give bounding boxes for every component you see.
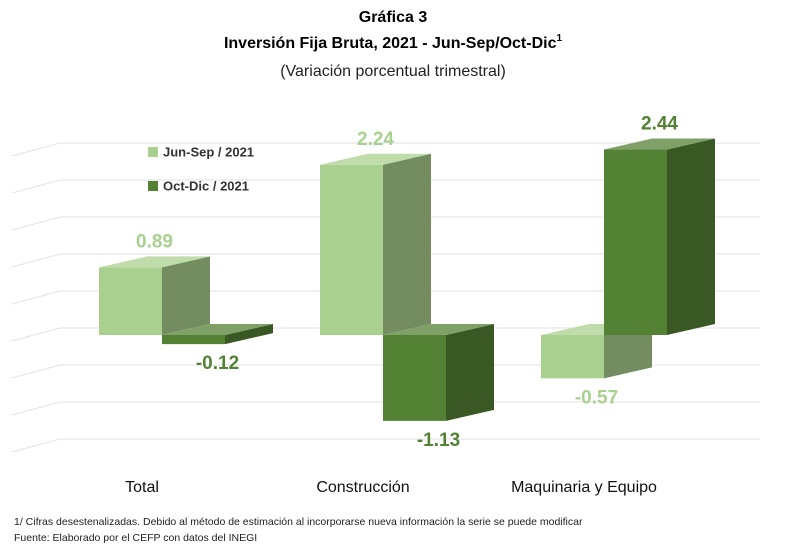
bar-top	[604, 138, 715, 150]
grid-line	[11, 327, 760, 342]
data-label: 0.89	[136, 231, 173, 252]
data-label: -0.12	[196, 353, 239, 374]
grid	[11, 142, 760, 453]
bar-side	[667, 138, 715, 335]
bar-side	[604, 324, 652, 379]
data-label: -1.13	[417, 430, 460, 451]
bar-top	[162, 324, 273, 335]
bar-top	[99, 256, 210, 268]
x-tick-label: Total	[125, 479, 159, 496]
legend-swatch	[148, 147, 158, 157]
footnote: 1/ Cifras desestenalizadas. Debido al mé…	[14, 516, 583, 528]
bar-front	[383, 335, 446, 421]
bar-front	[99, 267, 162, 335]
title-text: Inversión Fija Bruta, 2021 - Jun-Sep/Oct…	[224, 35, 557, 52]
legend-label: Oct-Dic / 2021	[163, 178, 249, 193]
bar-front	[320, 164, 383, 335]
x-tick-label: Construcción	[316, 479, 409, 496]
bar-front	[541, 335, 604, 379]
bar-side	[446, 324, 494, 421]
grid-line	[11, 142, 760, 157]
data-label: 2.44	[641, 114, 678, 135]
bar-top	[383, 324, 494, 335]
bar-side	[225, 324, 273, 345]
grid-line	[11, 253, 760, 268]
grid-line	[11, 438, 760, 453]
grid-line	[11, 216, 760, 231]
grid-line	[11, 179, 760, 194]
title-footnote-mark: 1	[556, 33, 562, 44]
data-label: -0.57	[575, 387, 618, 408]
legend-label: Jun-Sep / 2021	[163, 144, 254, 159]
x-tick-label: Maquinaria y Equipo	[511, 479, 657, 496]
grid-line	[11, 290, 760, 305]
legend-swatch	[148, 181, 158, 191]
bar-front	[604, 149, 667, 335]
source-note: Fuente: Elaborado por el CEFP con datos …	[14, 532, 257, 544]
grid-line	[11, 401, 760, 416]
chart-subtitle: (Variación porcentual trimestral)	[280, 63, 506, 80]
chart-heading: Gráfica 3	[359, 9, 428, 26]
grid-line	[11, 364, 760, 379]
bar-front	[162, 335, 225, 345]
bar-side	[383, 153, 431, 335]
bar-side	[162, 256, 210, 335]
bar-top	[320, 153, 431, 165]
chart-title: Inversión Fija Bruta, 2021 - Jun-Sep/Oct…	[224, 33, 563, 53]
data-label: 2.24	[357, 129, 394, 150]
